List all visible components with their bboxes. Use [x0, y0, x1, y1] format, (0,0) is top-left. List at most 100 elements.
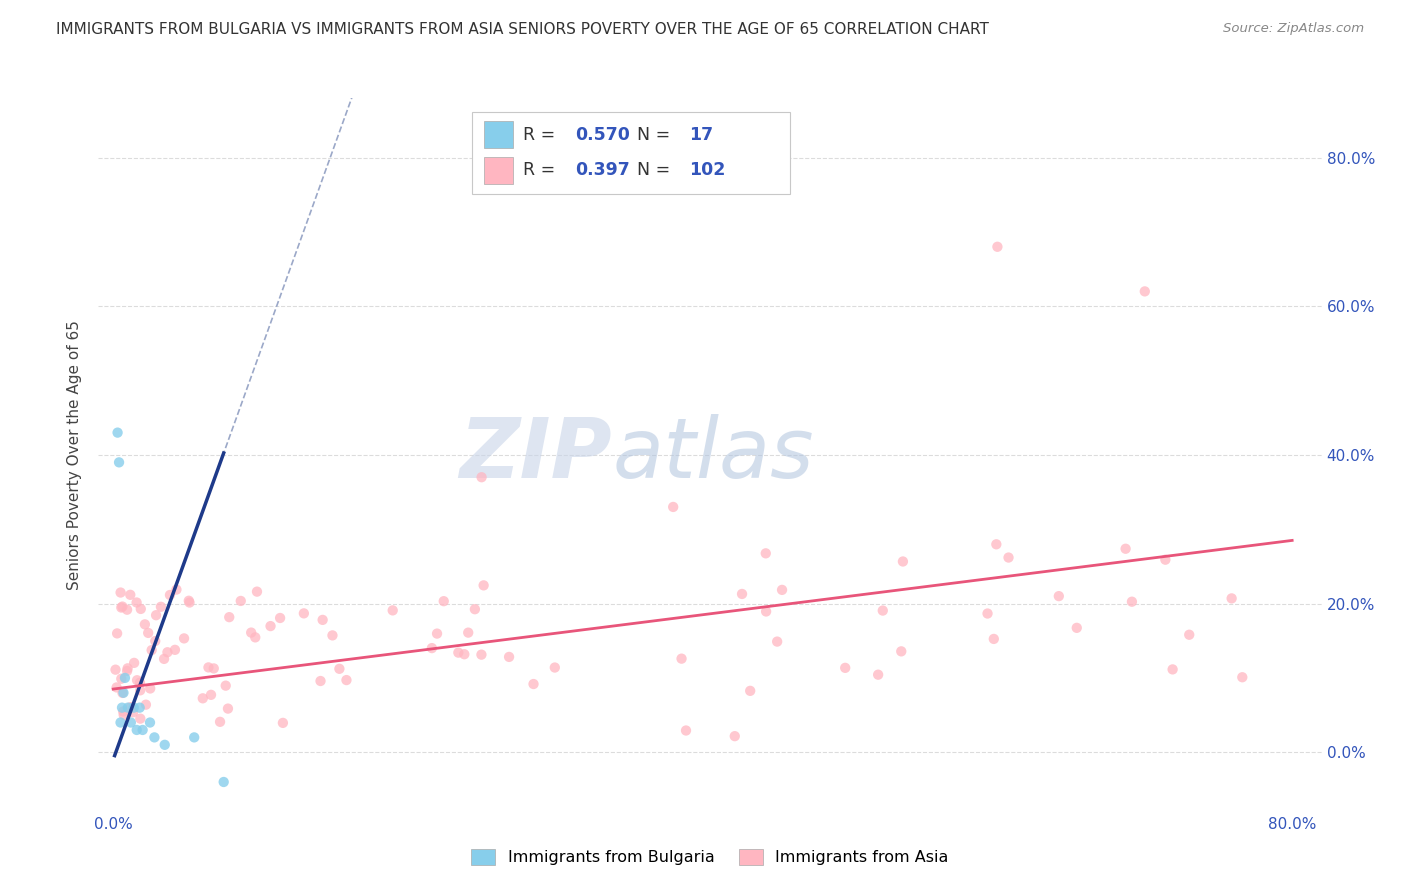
Point	[872, 603, 894, 617]
Point	[143, 731, 166, 745]
Point	[891, 554, 914, 568]
Point	[117, 661, 139, 675]
Text: R =: R =	[523, 161, 561, 179]
Point	[544, 660, 567, 674]
Point	[426, 626, 449, 640]
Point	[731, 587, 754, 601]
Point	[472, 578, 495, 592]
Point	[107, 425, 129, 440]
Text: 17: 17	[689, 126, 713, 144]
Text: atlas: atlas	[612, 415, 814, 495]
Point	[662, 500, 685, 514]
Point	[464, 602, 486, 616]
Point	[112, 705, 135, 719]
Point	[163, 643, 186, 657]
Point	[240, 625, 263, 640]
Text: 102: 102	[689, 161, 725, 179]
Point	[335, 673, 357, 687]
Point	[112, 707, 135, 722]
Point	[215, 679, 238, 693]
Point	[1047, 589, 1070, 603]
Text: IMMIGRANTS FROM BULGARIA VS IMMIGRANTS FROM ASIA SENIORS POVERTY OVER THE AGE OF: IMMIGRANTS FROM BULGARIA VS IMMIGRANTS F…	[56, 22, 988, 37]
Point	[114, 671, 136, 685]
Point	[498, 649, 520, 664]
Point	[125, 673, 148, 688]
Point	[457, 625, 479, 640]
Point	[1178, 628, 1201, 642]
Point	[200, 688, 222, 702]
Point	[177, 593, 200, 607]
Point	[321, 628, 343, 642]
Point	[245, 631, 267, 645]
Point	[269, 611, 291, 625]
Text: ZIP: ZIP	[460, 415, 612, 495]
Point	[105, 681, 128, 695]
Point	[309, 673, 332, 688]
Legend: Immigrants from Bulgaria, Immigrants from Asia: Immigrants from Bulgaria, Immigrants fro…	[465, 842, 955, 871]
FancyBboxPatch shape	[471, 112, 790, 194]
Point	[1220, 591, 1243, 606]
Point	[128, 700, 150, 714]
Point	[110, 600, 132, 615]
Point	[134, 617, 156, 632]
Point	[986, 240, 1008, 254]
Point	[105, 626, 128, 640]
Text: N =: N =	[637, 161, 675, 179]
Point	[122, 656, 145, 670]
Text: 0.570: 0.570	[575, 126, 630, 144]
Point	[246, 584, 269, 599]
Bar	[484, 121, 513, 148]
Point	[212, 775, 235, 789]
Point	[165, 582, 187, 597]
Point	[104, 663, 127, 677]
Point	[108, 455, 131, 469]
Point	[173, 632, 195, 646]
Point	[740, 683, 762, 698]
Text: 0.397: 0.397	[575, 161, 630, 179]
Text: N =: N =	[637, 126, 675, 144]
Point	[766, 634, 789, 648]
Point	[153, 652, 176, 666]
Point	[141, 643, 163, 657]
Point	[110, 585, 132, 599]
Point	[135, 698, 157, 712]
Point	[110, 715, 132, 730]
Point	[129, 675, 152, 690]
Point	[120, 715, 142, 730]
Point	[111, 700, 134, 714]
Point	[976, 607, 998, 621]
Bar	[484, 157, 513, 184]
Point	[122, 700, 145, 714]
Point	[671, 651, 693, 665]
Point	[112, 686, 135, 700]
Point	[115, 664, 138, 678]
Point	[381, 603, 404, 617]
Point	[117, 700, 139, 714]
Point	[1133, 285, 1156, 299]
Point	[125, 595, 148, 609]
Point	[202, 661, 225, 675]
Point	[259, 619, 281, 633]
Point	[983, 632, 1005, 646]
Point	[183, 731, 205, 745]
Point	[139, 681, 162, 696]
Point	[755, 546, 778, 560]
Point	[433, 594, 456, 608]
Point	[1066, 621, 1088, 635]
Point	[120, 588, 142, 602]
Point	[217, 701, 239, 715]
Point	[868, 667, 890, 681]
Point	[111, 686, 134, 700]
Point	[139, 715, 162, 730]
Point	[111, 599, 134, 614]
Point	[115, 603, 138, 617]
Point	[453, 647, 475, 661]
Point	[209, 714, 232, 729]
Point	[179, 595, 201, 609]
Point	[1121, 595, 1143, 609]
Y-axis label: Seniors Poverty Over the Age of 65: Seniors Poverty Over the Age of 65	[67, 320, 83, 590]
Point	[522, 677, 544, 691]
Point	[110, 672, 132, 686]
Point	[125, 723, 148, 737]
Point	[159, 588, 181, 602]
